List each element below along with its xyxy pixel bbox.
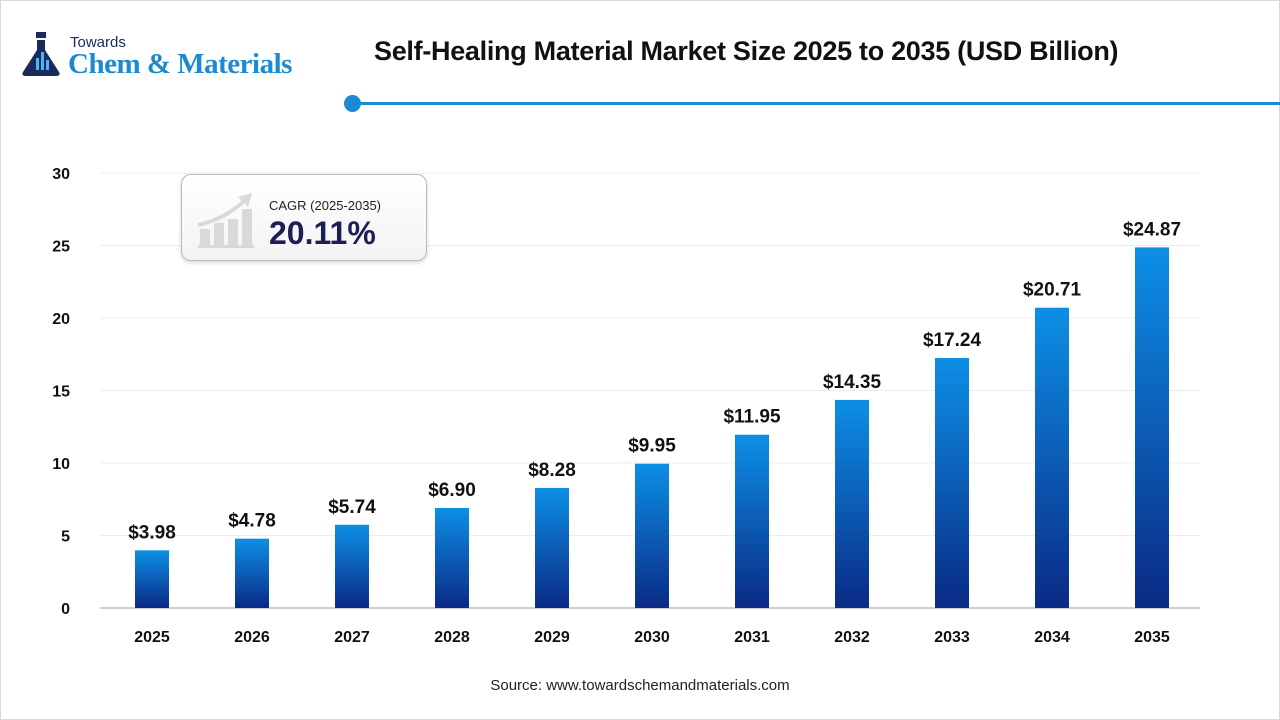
data-label: $9.95 [628,436,676,457]
title-rule-dot [344,95,361,112]
logo-towards: Towards [70,34,126,51]
data-label: $20.71 [1023,280,1082,301]
x-tick-label: 2025 [134,629,170,646]
y-tick-label: 20 [52,311,70,328]
page-title: Self-Healing Material Market Size 2025 t… [374,36,1119,66]
data-label: $17.24 [923,330,982,351]
data-label: $24.87 [1123,219,1181,240]
bar-2027 [335,524,369,608]
logo-brand: Chem & Materials [68,48,292,80]
bar-2034 [1035,307,1069,608]
bar-2028 [435,507,469,608]
bar-2031 [735,434,769,608]
x-tick-label: 2029 [534,629,570,646]
bar-2033 [935,358,969,608]
bar-2032 [835,399,869,608]
y-tick-label: 10 [52,456,70,473]
flask-icon [22,32,60,76]
y-tick-label: 5 [61,529,70,546]
y-tick-label: 25 [52,239,70,256]
bar-2025 [135,550,169,608]
bar-2030 [635,463,669,608]
x-tick-label: 2034 [1034,629,1070,646]
title-rule [352,102,1280,105]
x-tick-label: 2033 [934,629,970,646]
data-label: $3.98 [128,522,176,543]
cagr-box: CAGR (2025-2035) 20.11% [181,174,427,261]
x-tick-label: 2031 [734,629,770,646]
data-label: $5.74 [328,497,376,518]
data-label: $6.90 [428,480,476,501]
data-label: $14.35 [823,372,882,393]
x-tick-label: 2027 [334,629,370,646]
x-tick-label: 2032 [834,629,870,646]
x-tick-label: 2035 [1134,629,1170,646]
data-label: $8.28 [528,460,576,481]
cagr-label: CAGR (2025-2035) [269,198,381,213]
bar-2035 [1135,247,1169,608]
bar-2029 [535,487,569,608]
bar-2026 [235,538,269,608]
source-note: Source: www.towardschemandmaterials.com [490,677,790,694]
x-tick-label: 2026 [234,629,270,646]
y-tick-label: 0 [61,601,70,618]
growth-chart-icon [197,193,254,248]
data-label: $4.78 [228,511,276,532]
x-tick-label: 2028 [434,629,470,646]
x-tick-label: 2030 [634,629,670,646]
data-label: $11.95 [723,407,780,428]
y-tick-label: 15 [52,384,70,401]
y-tick-label: 30 [52,166,70,183]
cagr-value: 20.11% [269,215,376,251]
